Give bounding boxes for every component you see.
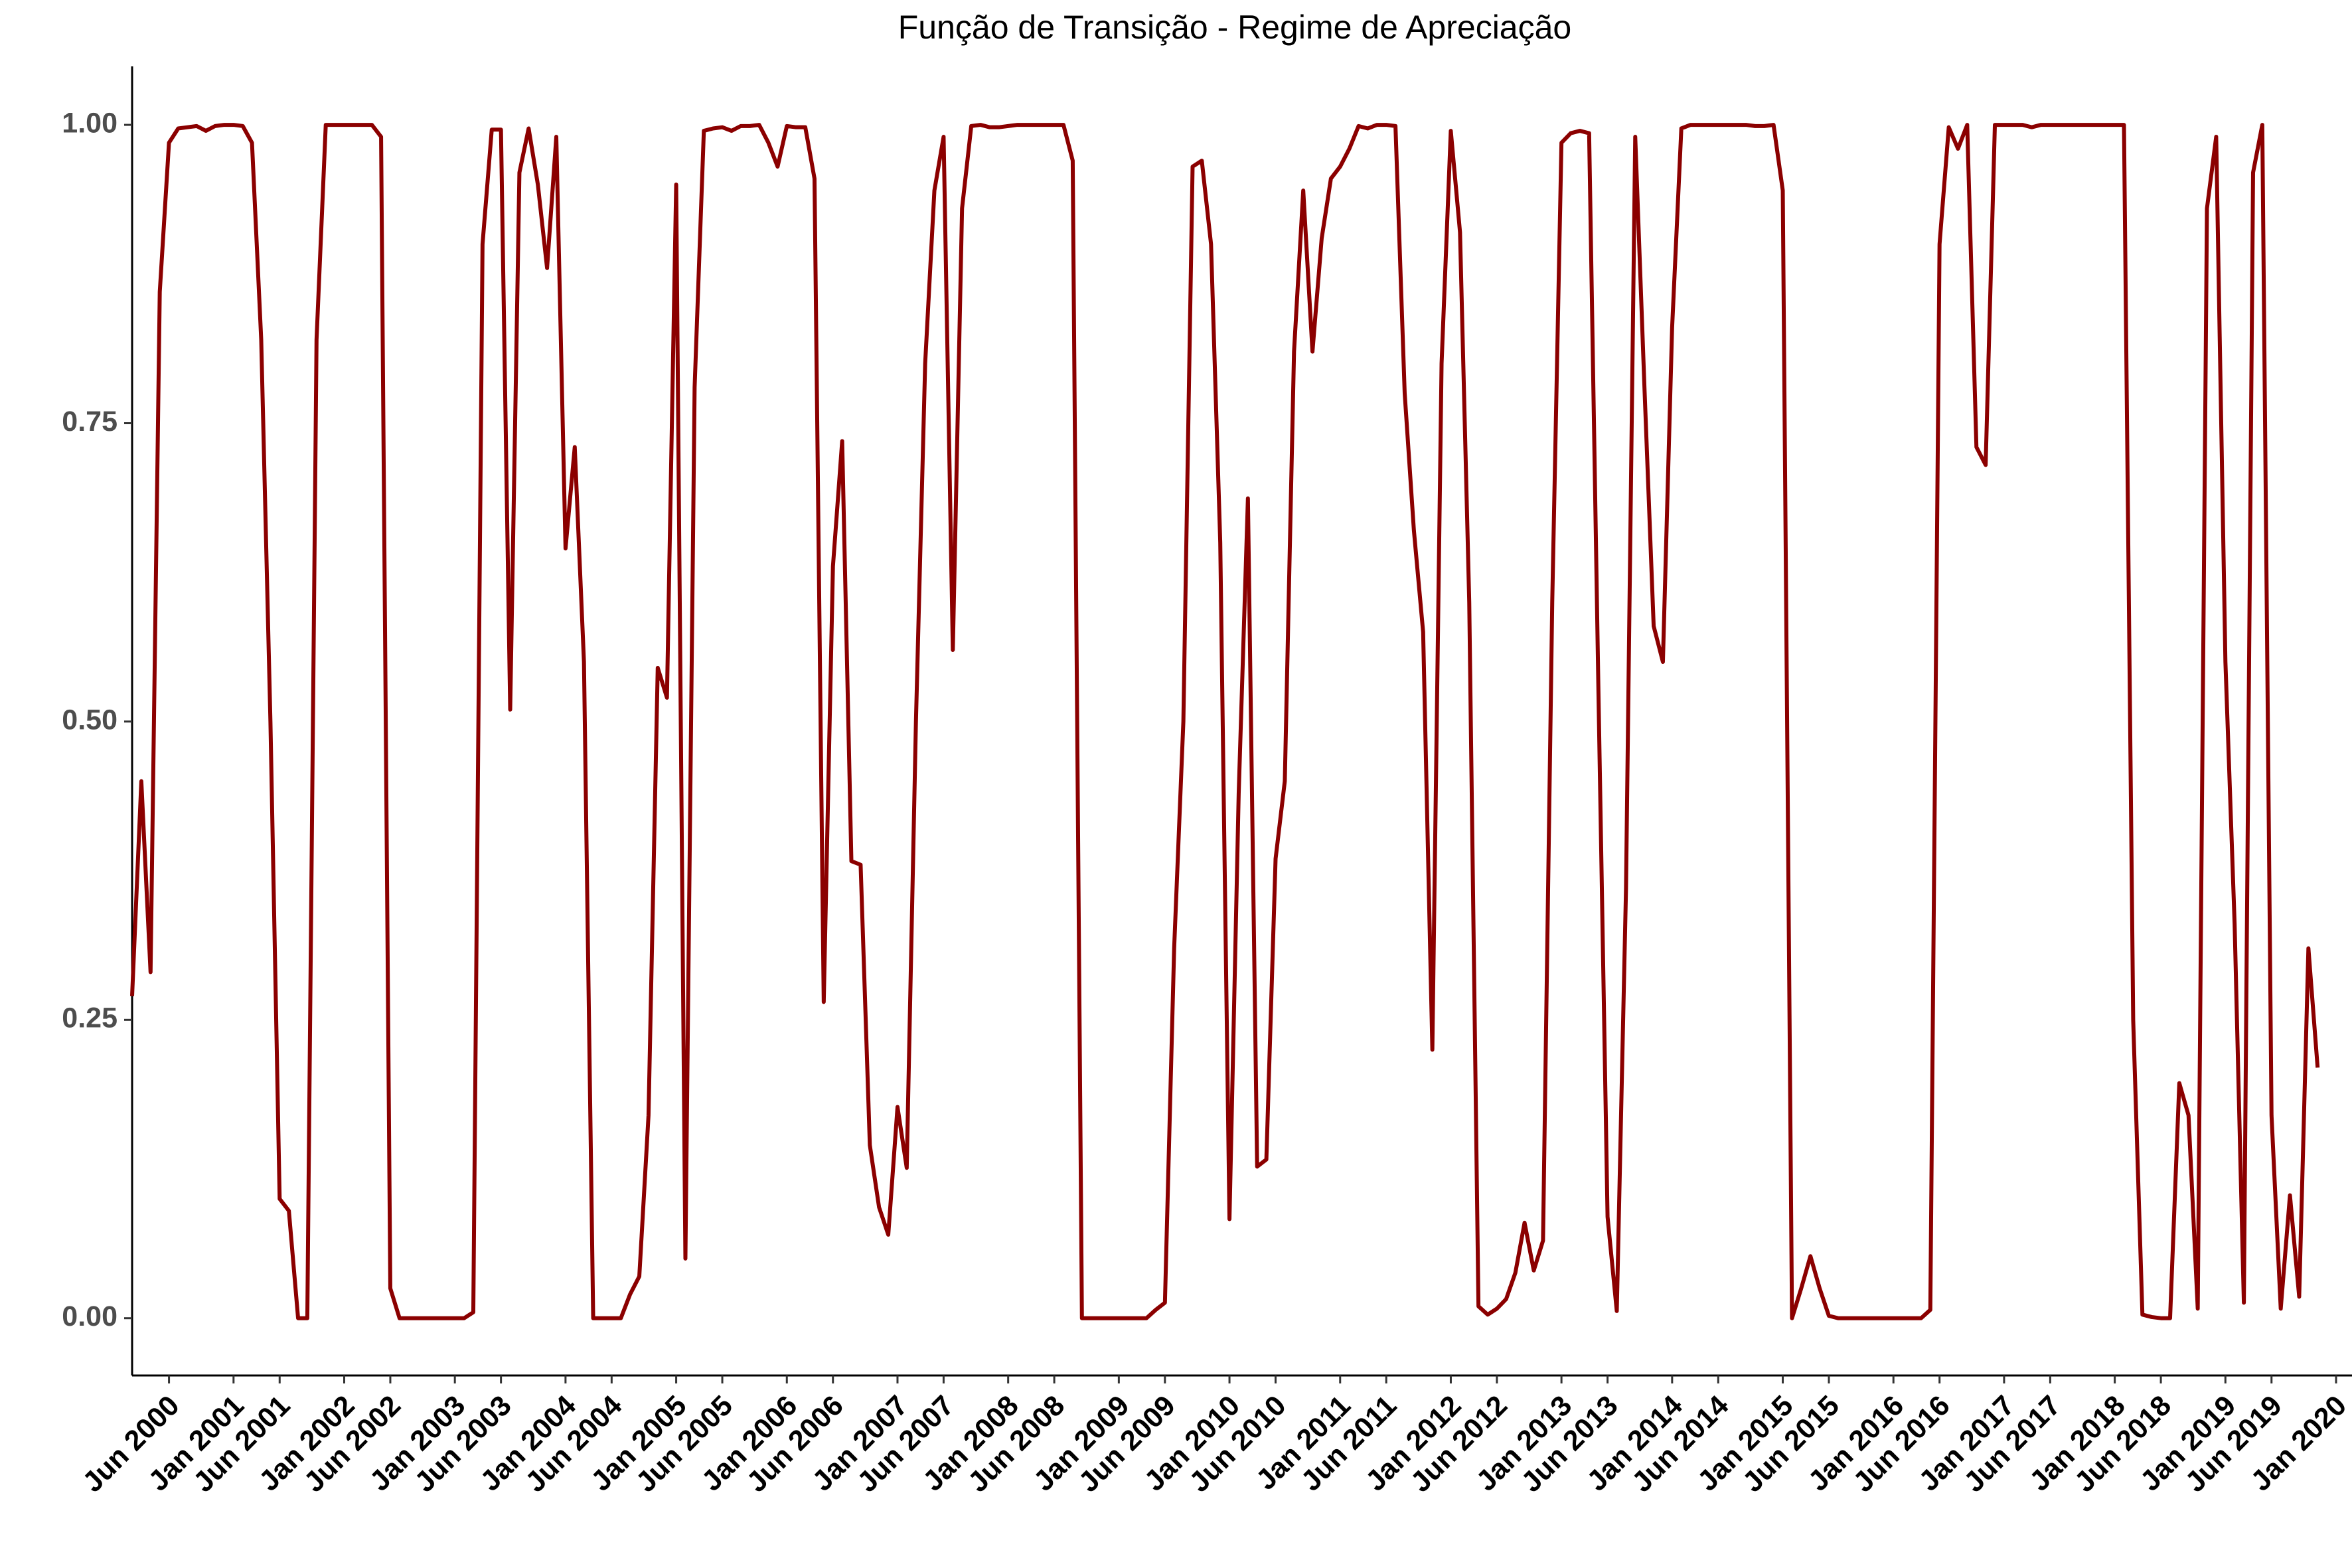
y-tick-label: 0.50 xyxy=(62,704,118,736)
chart-title: Função de Transição - Regime de Apreciaç… xyxy=(898,9,1571,46)
y-tick-label: 0.75 xyxy=(62,406,118,437)
y-tick-label: 1.00 xyxy=(62,107,118,139)
y-tick-label: 0.00 xyxy=(62,1300,118,1332)
y-tick-label: 0.25 xyxy=(62,1002,118,1034)
data-line xyxy=(130,123,2320,1320)
